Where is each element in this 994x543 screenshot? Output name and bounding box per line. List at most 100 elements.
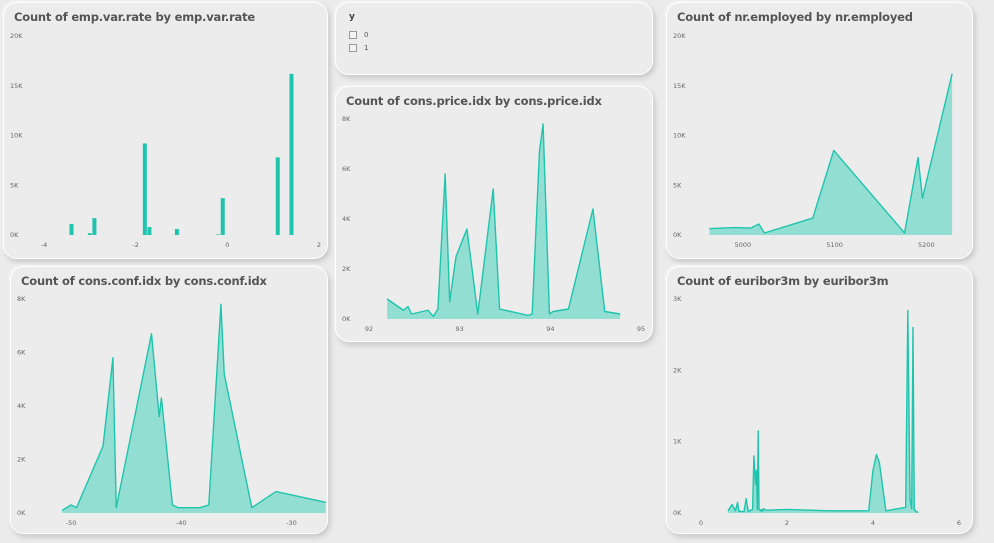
data-point[interactable]: [427, 309, 429, 311]
data-point[interactable]: [737, 501, 738, 503]
data-point[interactable]: [739, 510, 741, 512]
data-point[interactable]: [220, 303, 222, 305]
data-point[interactable]: [449, 301, 451, 302]
data-point[interactable]: [917, 156, 919, 158]
data-point[interactable]: [492, 188, 494, 190]
data-point[interactable]: [70, 504, 72, 506]
data-point[interactable]: [829, 510, 831, 512]
data-point[interactable]: [759, 510, 761, 512]
data-point[interactable]: [568, 308, 569, 310]
bar[interactable]: [220, 198, 225, 235]
data-point[interactable]: [115, 507, 117, 509]
data-point[interactable]: [833, 150, 835, 151]
data-point[interactable]: [251, 507, 253, 509]
data-point[interactable]: [868, 510, 870, 512]
data-point[interactable]: [951, 73, 953, 75]
data-point[interactable]: [727, 510, 729, 512]
data-point[interactable]: [61, 509, 63, 511]
data-point[interactable]: [752, 509, 753, 510]
data-point[interactable]: [786, 509, 788, 510]
data-point[interactable]: [183, 507, 184, 509]
bar[interactable]: [87, 233, 92, 235]
data-point[interactable]: [760, 509, 762, 510]
data-point[interactable]: [753, 455, 755, 457]
data-point[interactable]: [455, 256, 457, 257]
data-point[interactable]: [709, 228, 710, 229]
data-point[interactable]: [743, 511, 745, 512]
bar[interactable]: [147, 227, 152, 235]
data-point[interactable]: [549, 313, 550, 315]
data-point[interactable]: [325, 501, 327, 503]
data-point[interactable]: [758, 223, 760, 225]
data-point[interactable]: [757, 430, 759, 432]
data-point[interactable]: [754, 471, 756, 473]
data-point[interactable]: [904, 232, 905, 234]
chart-card-emp-var-rate[interactable]: Count of emp.var.rate by emp.var.rate 0K…: [3, 2, 328, 259]
data-point[interactable]: [905, 506, 907, 508]
data-point[interactable]: [755, 484, 757, 485]
data-point[interactable]: [765, 509, 766, 511]
cons-conf-idx-area-chart[interactable]: 0K 2K 4K 6K 8K -50 -40 -30: [11, 267, 329, 535]
data-point[interactable]: [542, 123, 544, 125]
data-point[interactable]: [102, 445, 104, 447]
data-point[interactable]: [208, 504, 210, 506]
data-point[interactable]: [223, 373, 225, 375]
data-point[interactable]: [158, 416, 160, 418]
data-point[interactable]: [177, 507, 179, 509]
data-point[interactable]: [477, 313, 479, 315]
bar[interactable]: [92, 218, 97, 235]
data-point[interactable]: [172, 504, 173, 506]
data-point[interactable]: [922, 197, 923, 199]
cons-price-idx-area-chart[interactable]: 0K 2K 4K 6K 8K 92 93 94 95: [336, 87, 654, 343]
bar[interactable]: [289, 73, 294, 235]
data-point[interactable]: [756, 469, 757, 471]
data-point[interactable]: [745, 498, 747, 500]
data-point[interactable]: [466, 228, 468, 230]
data-point[interactable]: [879, 462, 880, 464]
data-point[interactable]: [444, 173, 446, 175]
data-point[interactable]: [437, 308, 439, 310]
data-point[interactable]: [731, 504, 733, 505]
data-point[interactable]: [740, 511, 742, 512]
data-point[interactable]: [199, 507, 201, 509]
bar[interactable]: [174, 229, 179, 235]
bar[interactable]: [216, 234, 221, 235]
series-line[interactable]: [386, 123, 621, 318]
data-point[interactable]: [762, 508, 764, 510]
slicer-option-0[interactable]: 0: [349, 30, 368, 40]
data-point[interactable]: [411, 313, 413, 315]
data-point[interactable]: [911, 508, 913, 510]
data-point[interactable]: [407, 306, 409, 307]
data-point[interactable]: [738, 511, 740, 512]
data-point[interactable]: [552, 311, 554, 312]
checkbox[interactable]: [349, 44, 357, 52]
data-point[interactable]: [912, 327, 914, 328]
chart-card-nr-employed[interactable]: Count of nr.employed by nr.employed 0K 5K…: [666, 2, 973, 259]
data-point[interactable]: [275, 491, 277, 492]
data-point[interactable]: [915, 511, 917, 512]
data-point[interactable]: [909, 498, 911, 500]
data-point[interactable]: [499, 308, 500, 310]
bar[interactable]: [69, 224, 74, 235]
data-point[interactable]: [76, 507, 77, 509]
data-point[interactable]: [151, 333, 152, 335]
data-point[interactable]: [604, 311, 606, 312]
data-point[interactable]: [735, 510, 736, 512]
data-point[interactable]: [914, 509, 916, 510]
data-point[interactable]: [432, 316, 434, 317]
slicer-card-y[interactable]: y 0 1: [335, 2, 653, 75]
data-point[interactable]: [756, 509, 758, 510]
checkbox[interactable]: [349, 31, 357, 39]
data-point[interactable]: [758, 509, 760, 510]
data-point[interactable]: [885, 510, 887, 512]
euribor3m-area-chart[interactable]: 0K 1K 2K 3K 0 2 4 6: [667, 267, 974, 535]
data-point[interactable]: [112, 357, 114, 359]
chart-card-cons-conf-idx[interactable]: Count of cons.conf.idx by cons.conf.idx …: [10, 266, 328, 534]
data-point[interactable]: [812, 217, 814, 219]
emp-var-rate-bar-chart[interactable]: 0K 5K 10K 15K 20K -4 -2 0 2: [4, 3, 329, 260]
data-point[interactable]: [527, 314, 529, 316]
data-point[interactable]: [539, 151, 540, 152]
data-point[interactable]: [592, 208, 594, 210]
data-point[interactable]: [907, 310, 909, 311]
bar[interactable]: [142, 143, 147, 235]
